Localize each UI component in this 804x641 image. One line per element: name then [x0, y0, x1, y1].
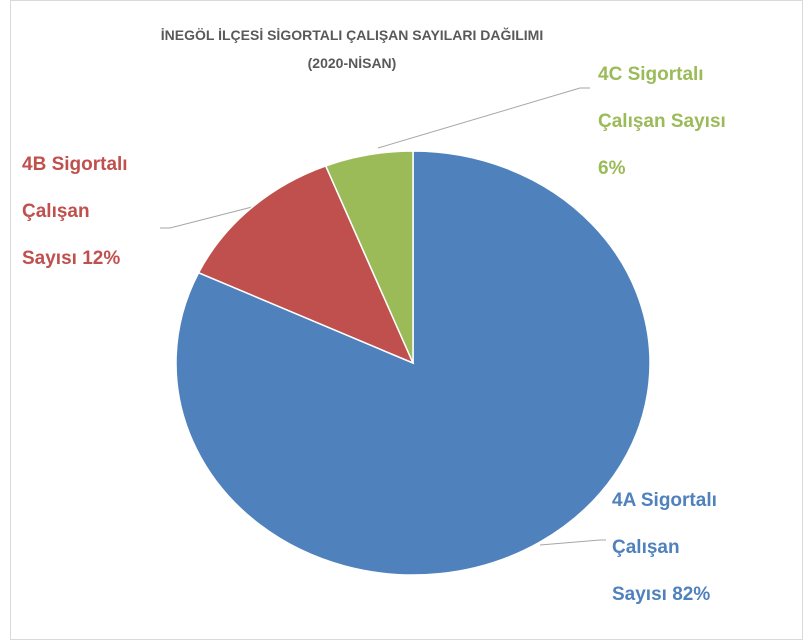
category-label: 4C Sigortalı Çalışan Sayısı [598, 64, 726, 132]
data-label: 4C Sigortalı Çalışan Sayısı 6% [598, 51, 758, 192]
leader-line [160, 206, 253, 229]
pie [175, 150, 651, 576]
chart-subtitle: (2020-NİSAN) [308, 55, 397, 71]
percent-label: 6% [598, 158, 626, 179]
pie-slice [324, 150, 414, 364]
percent-label: 12% [82, 248, 121, 269]
data-label: 4A Sigortalı Çalışan Sayısı 82% [612, 477, 737, 618]
data-label: 4B Sigortalı Çalışan Sayısı 12% [22, 141, 147, 282]
pie-slice [175, 150, 651, 576]
leader-line [539, 539, 606, 546]
category-label: 4A Sigortalı Çalışan Sayısı [612, 490, 717, 605]
category-label: 4B Sigortalı Çalışan Sayısı [22, 154, 128, 269]
chart-title: İNEGÖL İLÇESİ SİGORTALI ÇALIŞAN SAYILARI… [161, 26, 543, 43]
leader-line [377, 87, 590, 149]
pie-slice [197, 164, 415, 365]
percent-label: 82% [672, 584, 711, 605]
chart-frame [10, 0, 803, 640]
